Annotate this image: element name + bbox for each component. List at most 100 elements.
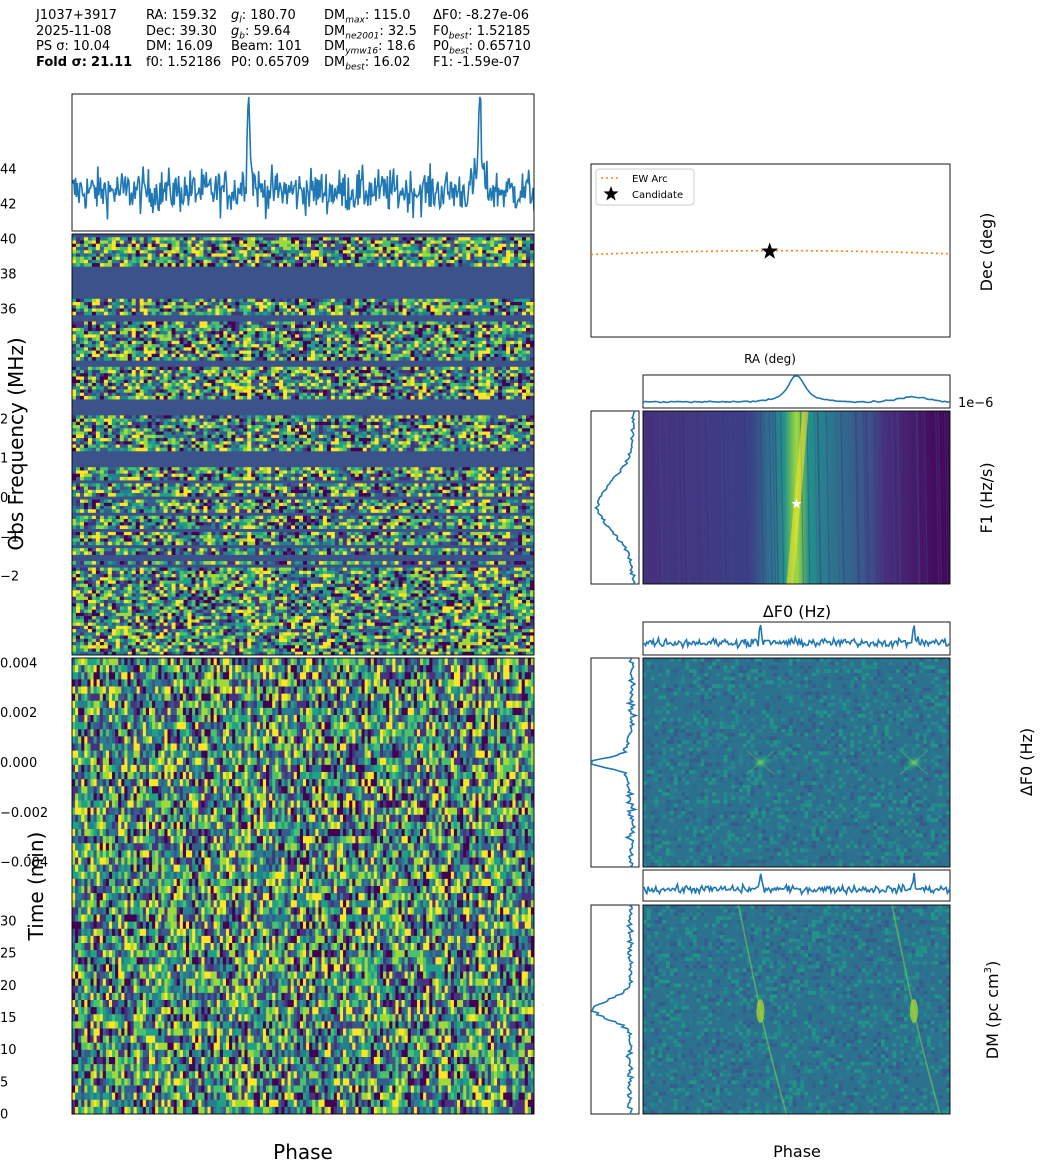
freq-phase-cell (239, 425, 243, 429)
freq-phase-cell (490, 321, 494, 325)
freq-phase-cell (168, 302, 172, 306)
freq-phase-cell (407, 312, 411, 316)
freq-phase-cell (359, 373, 363, 377)
freq-phase-cell (347, 422, 351, 426)
freq-phase-cell (215, 334, 219, 338)
freq-phase-cell (132, 338, 136, 342)
freq-phase-cell (124, 415, 128, 419)
freq-phase-cell (387, 263, 391, 267)
freq-phase-cell (514, 260, 518, 264)
freq-phase-cell (92, 389, 96, 393)
freq-phase-cell (502, 331, 506, 335)
freq-phase-cell (72, 250, 76, 254)
freq-phase-cell (251, 370, 255, 374)
freq-phase-cell (152, 373, 156, 377)
freq-phase-cell (140, 305, 144, 309)
freq-phase-cell (454, 331, 458, 335)
freq-phase-cell (255, 341, 259, 345)
freq-phase-cell (188, 263, 192, 267)
freq-phase-cell (466, 389, 470, 393)
freq-phase-cell (395, 351, 399, 355)
freq-phase-cell (319, 257, 323, 261)
freq-phase-cell (486, 357, 490, 361)
freq-phase-cell (303, 415, 307, 419)
freq-phase-cell (203, 419, 207, 423)
freq-phase-cell (419, 328, 423, 332)
freq-phase-cell (518, 325, 522, 329)
freq-phase-cell (466, 331, 470, 335)
freq-phase-cell (96, 247, 100, 251)
freq-phase-cell (279, 250, 283, 254)
freq-phase-cell (379, 247, 383, 251)
freq-phase-cell (522, 393, 526, 397)
freq-phase-cell (299, 367, 303, 371)
freq-phase-cell (255, 386, 259, 390)
freq-phase-cell (195, 247, 199, 251)
freq-phase-cell (92, 308, 96, 312)
freq-phase-cell (223, 253, 227, 257)
freq-phase-cell (108, 376, 112, 380)
freq-phase-cell (363, 367, 367, 371)
freq-phase-cell (430, 244, 434, 248)
freq-phase-cell (72, 308, 76, 312)
freq-phase-cell (510, 347, 514, 351)
freq-phase-cell (287, 250, 291, 254)
freq-phase-cell (307, 393, 311, 397)
freq-phase-cell (188, 244, 192, 248)
freq-phase-cell (128, 305, 132, 309)
freq-phase-cell (136, 432, 140, 436)
freq-phase-cell (255, 308, 259, 312)
freq-phase-cell (172, 344, 176, 348)
freq-phase-cell (367, 351, 371, 355)
freq-phase-cell (371, 357, 375, 361)
freq-phase-cell (239, 334, 243, 338)
freq-phase-cell (267, 383, 271, 387)
freq-phase-cell (279, 299, 283, 303)
freq-phase-cell (359, 419, 363, 423)
freq-phase-cell (411, 373, 415, 377)
freq-phase-cell (295, 263, 299, 267)
freq-phase-cell (235, 347, 239, 351)
freq-phase-cell (295, 376, 299, 380)
freq-phase-cell (84, 305, 88, 309)
freq-phase-cell (375, 393, 379, 397)
freq-phase-cell (494, 308, 498, 312)
freq-phase-cell (474, 428, 478, 432)
freq-phase-cell (100, 341, 104, 345)
freq-phase-cell (203, 325, 207, 329)
freq-phase-cell (255, 351, 259, 355)
freq-phase-cell (359, 344, 363, 348)
freq-phase-cell (164, 357, 168, 361)
freq-phase-cell (383, 428, 387, 432)
freq-phase-cell (295, 260, 299, 264)
freq-phase-cell (112, 334, 116, 338)
freq-phase-cell (442, 428, 446, 432)
freq-phase-cell (438, 302, 442, 306)
freq-phase-cell (92, 341, 96, 345)
freq-phase-cell (486, 432, 490, 436)
freq-phase-cell (490, 380, 494, 384)
freq-phase-cell (120, 393, 124, 397)
freq-phase-cell (379, 338, 383, 342)
freq-phase-cell (478, 237, 482, 241)
freq-phase-cell (438, 344, 442, 348)
freq-phase-cell (235, 422, 239, 426)
freq-phase-cell (387, 357, 391, 361)
freq-phase-cell (279, 376, 283, 380)
freq-phase-cell (251, 325, 255, 329)
freq-phase-cell (514, 425, 518, 429)
freq-phase-cell (478, 428, 482, 432)
freq-phase-cell (395, 432, 399, 436)
freq-phase-cell (470, 302, 474, 306)
freq-phase-cell (235, 302, 239, 306)
freq-phase-cell (367, 422, 371, 426)
freq-phase-cell (195, 432, 199, 436)
freq-phase-cell (331, 432, 335, 436)
freq-phase-cell (379, 357, 383, 361)
freq-phase-cell (291, 263, 295, 267)
freq-phase-cell (363, 240, 367, 244)
freq-phase-cell (176, 244, 180, 248)
freq-phase-cell (108, 299, 112, 303)
freq-phase-cell (434, 376, 438, 380)
freq-phase-cell (319, 428, 323, 432)
